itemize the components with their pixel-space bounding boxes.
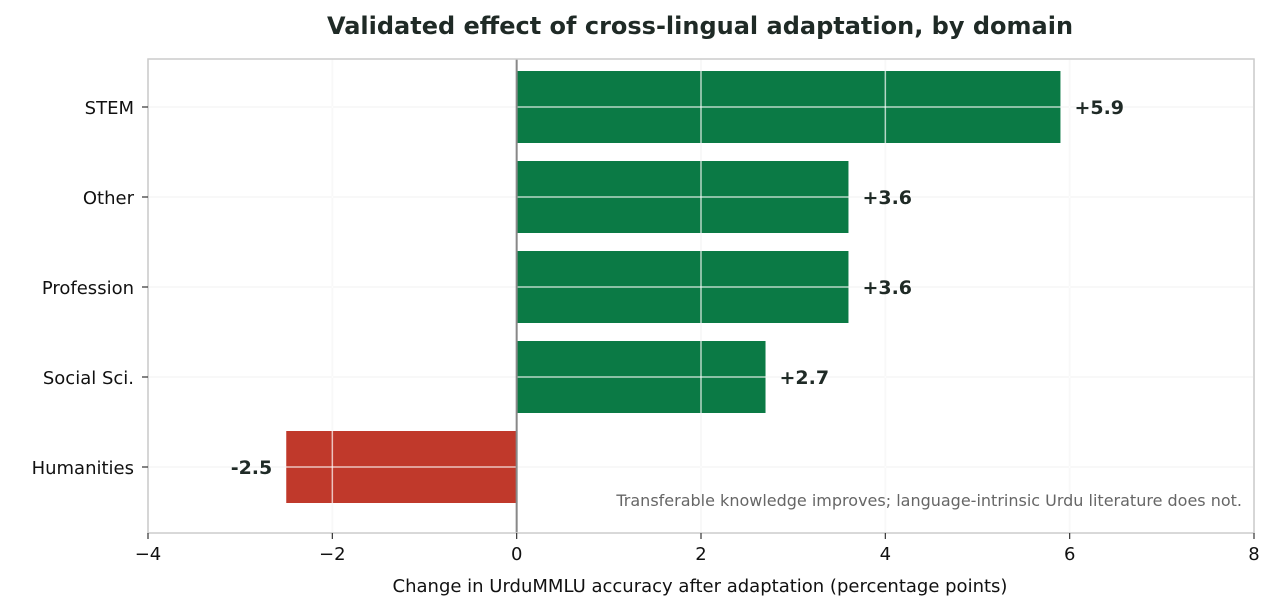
- category-label: Profession: [42, 278, 134, 299]
- data-label: +3.6: [862, 277, 912, 299]
- x-tick-label: 2: [695, 544, 706, 565]
- data-label: +2.7: [780, 367, 830, 389]
- overlay-layer: +5.9 +3.6 +3.6 +2.7 -2.5: [147, 59, 1255, 533]
- x-tick-label: −4: [135, 544, 162, 565]
- axis-layer: −4 −2 0 2 4 6 8 STEM Other Profession Social Sci. H…: [32, 58, 1260, 565]
- x-tick-label: 4: [880, 544, 891, 565]
- category-label: Social Sci.: [43, 368, 134, 389]
- x-tick-label: −2: [319, 544, 346, 565]
- data-label: +3.6: [862, 187, 912, 209]
- x-tick-label: 6: [1064, 544, 1075, 565]
- x-axis-label: Change in UrduMMLU accuracy after adapta…: [393, 576, 1008, 597]
- data-label: +5.9: [1074, 97, 1124, 119]
- data-label: -2.5: [231, 457, 273, 479]
- x-tick-label: 8: [1248, 544, 1259, 565]
- x-tick-label: 0: [511, 544, 522, 565]
- category-label: Other: [83, 188, 135, 209]
- category-label: Humanities: [32, 458, 134, 479]
- category-label: STEM: [85, 98, 134, 119]
- chart-title: Validated effect of cross-lingual adapta…: [327, 12, 1073, 40]
- chart-annotation: Transferable knowledge improves; languag…: [615, 491, 1242, 510]
